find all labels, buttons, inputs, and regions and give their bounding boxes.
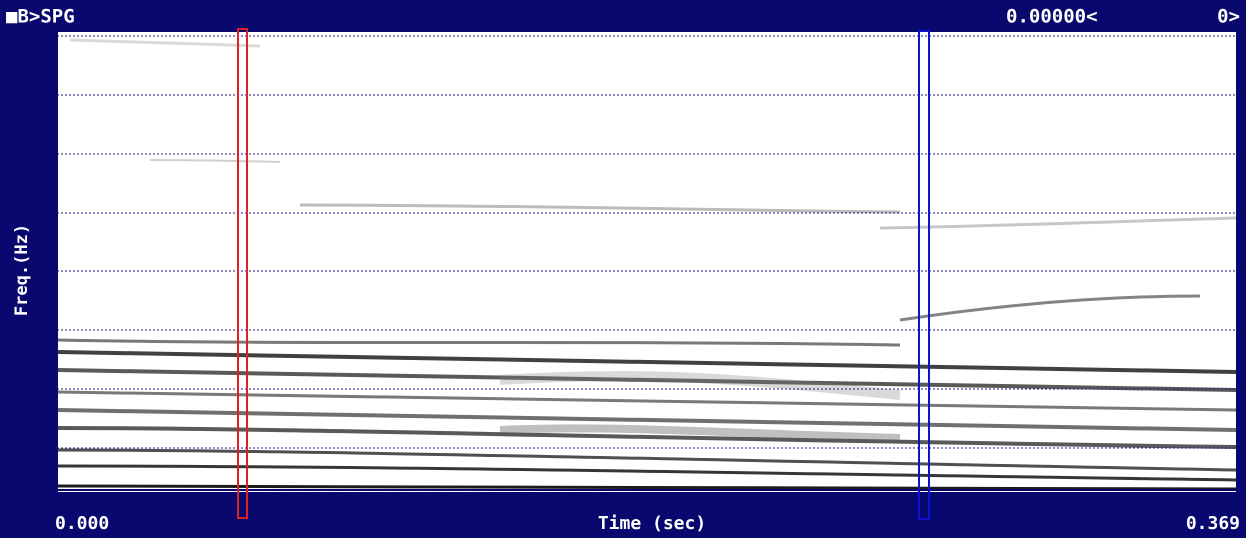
spectral-band	[899, 294, 1201, 322]
spectral-band	[499, 424, 901, 442]
spectral-band	[57, 426, 1237, 449]
frequency-grid	[57, 35, 1236, 449]
spectrogram-bands	[57, 38, 1237, 491]
y-min-label: 0	[36, 491, 56, 501]
spectral-band	[57, 368, 1237, 392]
spectral-band	[57, 484, 1237, 491]
spectral-band	[299, 203, 901, 214]
y-axis-title: Freq.(Hz)	[12, 224, 32, 316]
spectral-band	[57, 408, 1237, 432]
x-axis-title: Time (sec)	[598, 513, 706, 534]
spectral-band	[57, 464, 1237, 482]
window-title: ■B>SPG	[6, 6, 75, 28]
spectral-band	[57, 350, 1237, 374]
right-cursor[interactable]	[918, 30, 930, 520]
y-max-label: 4003	[36, 44, 56, 85]
left-cursor[interactable]	[237, 28, 248, 519]
x-max-label: 0.369	[1186, 513, 1240, 534]
cursor-index: 0>	[1217, 6, 1240, 28]
spectral-band	[149, 159, 281, 163]
x-min-label: 0.000	[55, 513, 109, 534]
plot-area	[57, 32, 1236, 492]
spectral-band	[57, 448, 1237, 472]
spectral-band	[57, 338, 901, 347]
cursor-value: 0.00000<	[1006, 6, 1098, 28]
spectral-band	[879, 216, 1237, 230]
